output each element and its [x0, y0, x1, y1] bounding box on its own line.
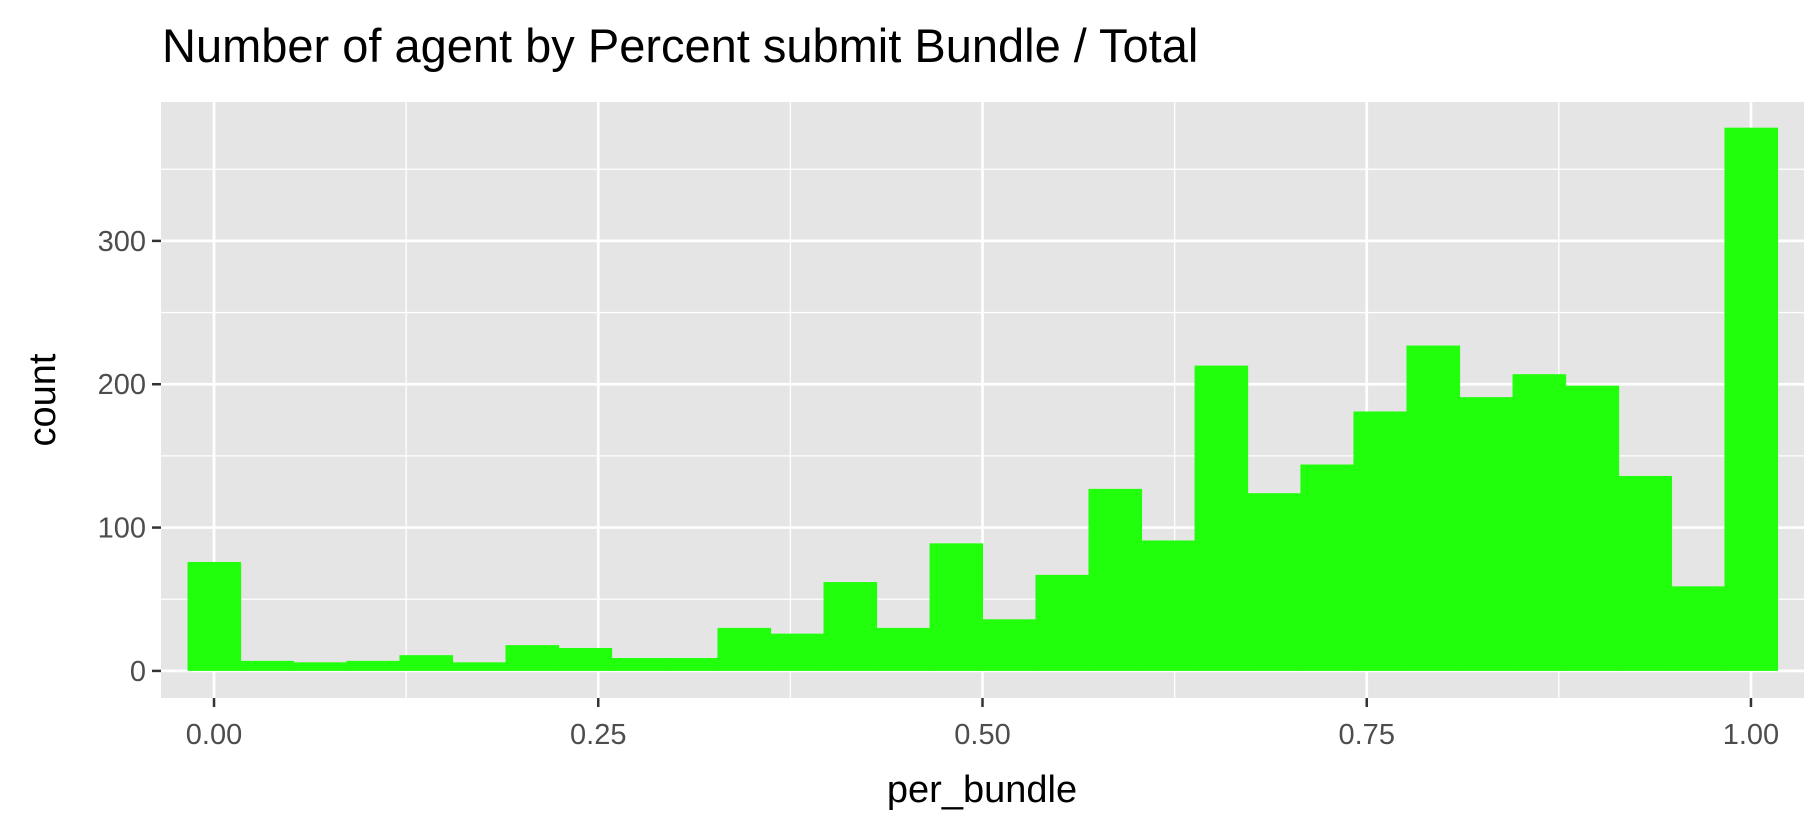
- y-axis-title: count: [22, 353, 64, 446]
- histogram-bar-23: [1406, 345, 1461, 671]
- x-tick-label-1: 0.25: [570, 719, 626, 751]
- histogram-bar-13: [876, 627, 931, 671]
- y-tick-label-2: 200: [98, 369, 146, 401]
- histogram-bar-4: [399, 655, 454, 671]
- y-tick-label-1: 100: [98, 513, 146, 545]
- histogram-bar-8: [611, 658, 666, 671]
- histogram-bar-11: [770, 633, 825, 671]
- histogram-bar-28: [1671, 586, 1726, 671]
- histogram-bar-0: [187, 561, 242, 671]
- axes: 0.00 0.25 0.50 0.75 1.00 0 100 200 300: [98, 226, 1780, 751]
- chart-title: Number of agent by Percent submit Bundle…: [162, 19, 1198, 72]
- histogram-bar-15: [982, 619, 1037, 671]
- histogram-bars: [187, 127, 1779, 671]
- y-tick-label-0: 0: [130, 656, 146, 688]
- histogram-bar-21: [1300, 464, 1355, 671]
- histogram-bar-7: [558, 647, 613, 671]
- histogram-bar-27: [1618, 475, 1673, 671]
- histogram-bar-2: [293, 662, 348, 671]
- histogram-bar-29: [1724, 127, 1779, 671]
- x-tick-label-4: 1.00: [1723, 719, 1779, 751]
- histogram-bar-1: [240, 660, 295, 671]
- histogram-bar-22: [1353, 411, 1408, 671]
- x-tick-label-0: 0.00: [186, 719, 242, 751]
- histogram-bar-5: [452, 662, 507, 671]
- x-tick-label-3: 0.75: [1339, 719, 1395, 751]
- x-axis-title: per_bundle: [887, 769, 1077, 811]
- histogram-bar-10: [717, 627, 772, 671]
- histogram-bar-6: [505, 645, 560, 671]
- x-tick-label-2: 0.50: [954, 719, 1010, 751]
- histogram-bar-9: [664, 658, 719, 671]
- histogram-bar-24: [1459, 397, 1514, 671]
- histogram-bar-25: [1512, 374, 1567, 671]
- histogram-bar-16: [1035, 574, 1090, 671]
- y-tick-label-3: 300: [98, 226, 146, 258]
- histogram-bar-12: [823, 582, 878, 671]
- histogram-bar-3: [346, 660, 401, 671]
- histogram-bar-26: [1565, 385, 1620, 671]
- histogram-bar-14: [929, 543, 984, 671]
- histogram-bar-19: [1194, 365, 1249, 671]
- histogram-bar-20: [1247, 493, 1302, 671]
- histogram-bar-18: [1141, 540, 1196, 671]
- histogram-bar-17: [1088, 488, 1143, 671]
